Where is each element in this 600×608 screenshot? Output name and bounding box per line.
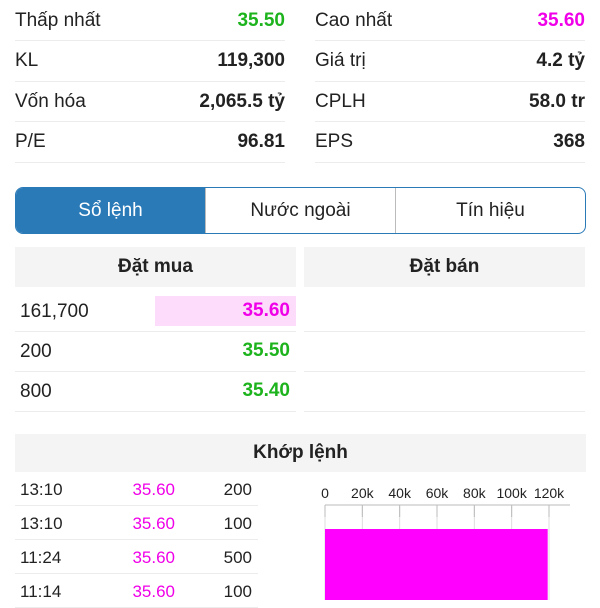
match-price: 35.60 (132, 548, 175, 567)
volume-chart: 0 20k 40k 60k 80k 100k 120k (321, 485, 570, 600)
stat-label: CPLH (315, 90, 366, 112)
tick-label: 20k (351, 485, 375, 501)
stat-label: Vốn hóa (15, 90, 86, 112)
stat-label: Giá trị (315, 50, 366, 71)
buy-row[interactable]: 200 35.50 (15, 332, 296, 372)
match-price: 35.60 (132, 514, 175, 533)
tab-1[interactable]: Nước ngoài (205, 188, 395, 233)
stat-label: EPS (315, 131, 354, 152)
matched-row: 11:24 35.60 500 (15, 540, 258, 574)
stat-row: CPLH 58.0 tr (315, 82, 585, 122)
tab-2[interactable]: Tín hiệu (395, 188, 585, 233)
match-time: 11:14 (20, 582, 62, 601)
stat-value: 2,065.5 tỷ (199, 90, 285, 112)
stat-label: P/E (15, 131, 46, 152)
sell-header: Đặt bán (304, 247, 585, 287)
match-volume: 100 (223, 514, 252, 533)
stat-value: 35.60 (537, 9, 585, 31)
matched-row: 13:10 35.60 200 (15, 472, 258, 506)
match-price: 35.60 (132, 480, 175, 499)
stat-value: 119,300 (217, 50, 285, 71)
buy-row[interactable]: 161,700 35.60 (15, 292, 296, 332)
tab-0[interactable]: Sổ lệnh (16, 188, 205, 233)
buy-header: Đặt mua (15, 247, 296, 287)
buy-qty: 800 (20, 381, 52, 402)
stat-label: KL (15, 50, 39, 71)
buy-price: 35.40 (242, 380, 290, 401)
match-price: 35.60 (132, 582, 175, 601)
stat-row: Thấp nhất 35.50 (15, 1, 285, 41)
match-volume: 100 (223, 582, 252, 601)
buy-qty: 200 (20, 341, 52, 362)
matched-row: 13:10 35.60 100 (15, 506, 258, 540)
tick-label: 0 (321, 485, 329, 501)
tick-label: 120k (534, 485, 565, 501)
tick-label: 80k (463, 485, 487, 501)
stat-row: P/E 96.81 (15, 123, 285, 163)
stat-row: Vốn hóa 2,065.5 tỷ (15, 82, 285, 122)
stat-row: EPS 368 (315, 123, 585, 163)
volume-bar (325, 529, 548, 600)
stat-value: 4.2 tỷ (536, 50, 585, 71)
stat-row: KL 119,300 (15, 42, 285, 82)
match-time: 13:10 (20, 514, 63, 533)
stat-row: Giá trị 4.2 tỷ (315, 42, 585, 82)
stat-value: 58.0 tr (529, 90, 585, 112)
match-volume: 200 (223, 480, 252, 499)
stat-label: Thấp nhất (15, 9, 101, 31)
buy-qty: 161,700 (20, 301, 89, 322)
buy-price: 35.60 (155, 296, 296, 326)
stat-label: Cao nhất (315, 9, 393, 31)
stat-row: Cao nhất 35.60 (315, 1, 585, 41)
stat-value: 35.50 (237, 9, 285, 31)
tab-bar: Sổ lệnh Nước ngoài Tín hiệu (15, 187, 586, 234)
buy-row[interactable]: 800 35.40 (15, 372, 296, 412)
match-time: 13:10 (20, 480, 63, 499)
tick-label: 100k (496, 485, 527, 501)
matched-row: 11:14 35.60 100 (15, 574, 258, 608)
stat-value: 96.81 (237, 131, 285, 152)
matched-header: Khớp lệnh (15, 434, 586, 472)
tick-label: 60k (426, 485, 450, 501)
match-volume: 500 (223, 548, 252, 567)
buy-price: 35.50 (242, 340, 290, 361)
match-time: 11:24 (20, 548, 62, 567)
stat-value: 368 (553, 131, 585, 152)
tick-label: 40k (388, 485, 412, 501)
